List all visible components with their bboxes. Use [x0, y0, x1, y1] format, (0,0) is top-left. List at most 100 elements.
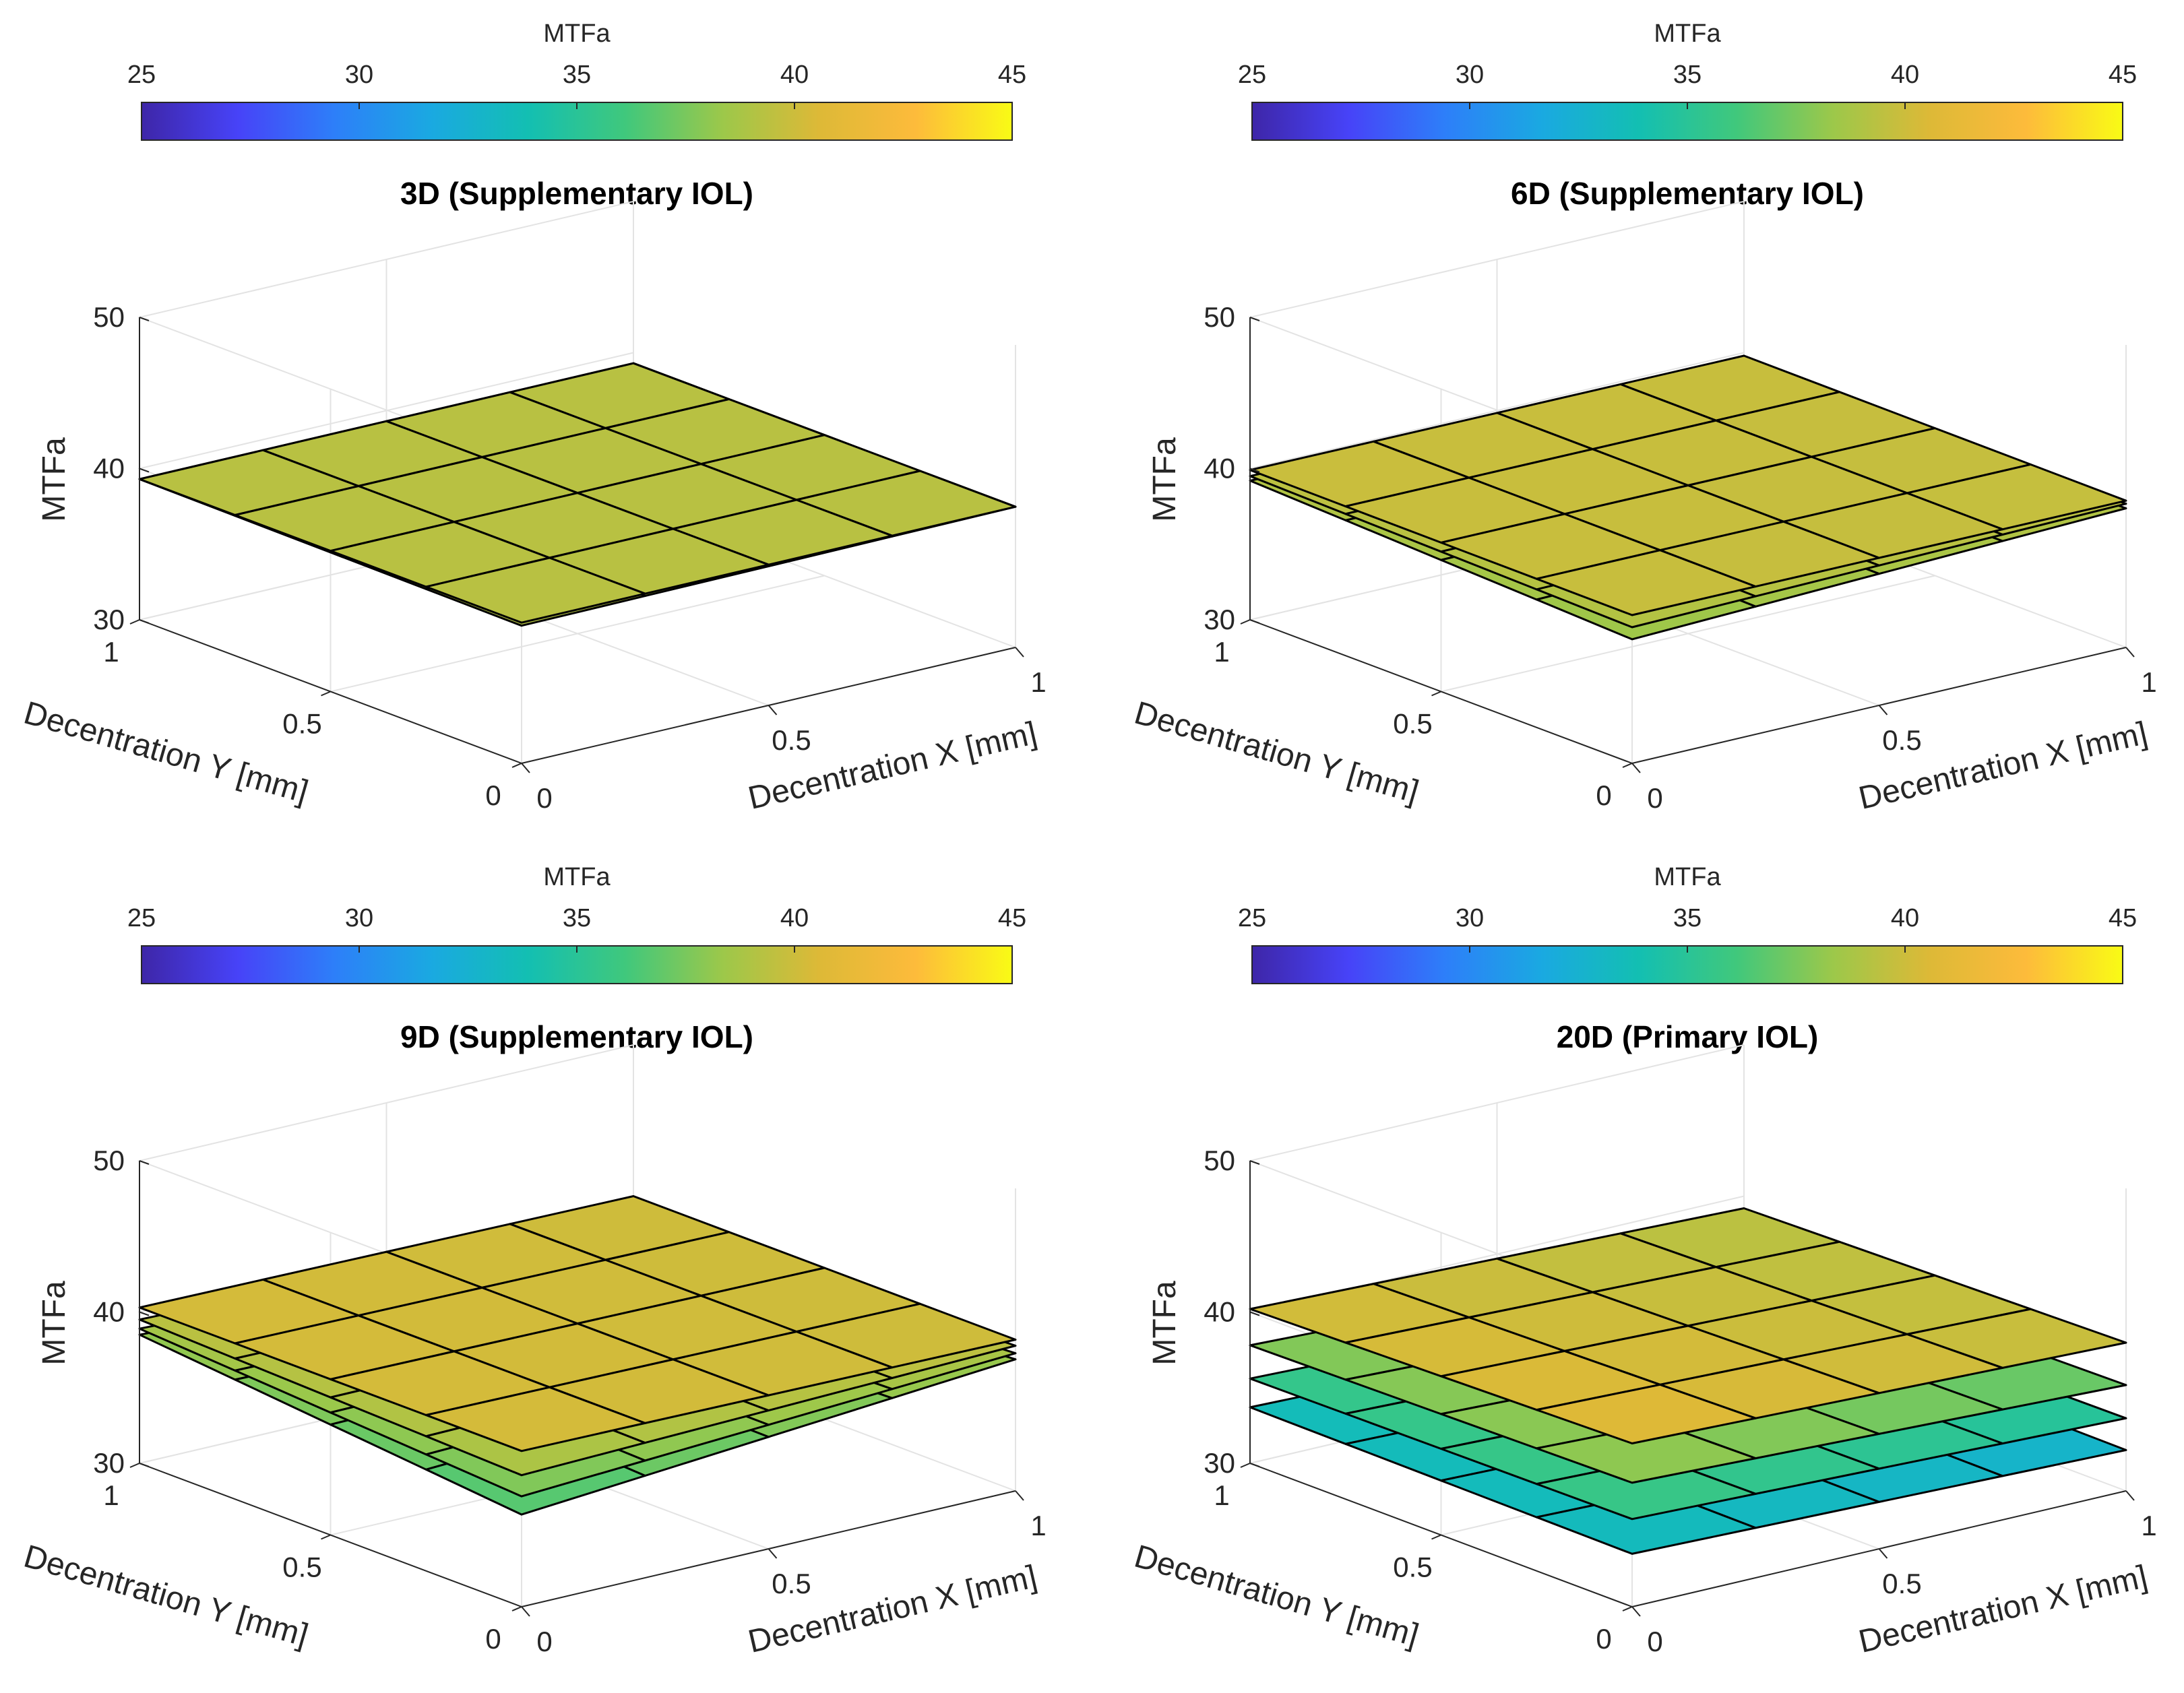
colorbar-tick-label: 30	[345, 61, 373, 89]
colorbar-tick-label: 25	[1238, 904, 1266, 932]
colorbar-tick-label: 25	[127, 61, 156, 89]
colorbar: MTFa 25 30 35 40 45	[1238, 20, 2137, 141]
chart-panel-4: MTFa 25 30 35 40 45 20D (Primary IOL) 30 40 50 0 0.…	[1111, 843, 2184, 1690]
y-tick	[1431, 1534, 1441, 1540]
y-tick	[129, 1463, 140, 1468]
surface-series-1	[1249, 1207, 2127, 1444]
z-tick-label: 40	[1204, 1296, 1235, 1328]
colorbar-tick-label: 45	[998, 904, 1026, 932]
x-tick	[1878, 705, 1888, 715]
y-tick-label: 1	[1214, 636, 1229, 668]
colorbar: MTFa 25 30 35 40 45	[1238, 863, 2137, 984]
z-tick	[1249, 1160, 1260, 1165]
colorbar-tick-label: 25	[127, 904, 156, 932]
colorbar-tick-label: 40	[1891, 61, 1919, 89]
colorbar-tick-label: 35	[1673, 904, 1702, 932]
colorbar-tick-label: 35	[1673, 61, 1702, 89]
colorbar-tick-label: 35	[563, 61, 591, 89]
z-tick	[139, 1311, 150, 1316]
colorbar-tick-label: 30	[1456, 61, 1484, 89]
z-tick-label: 50	[93, 301, 125, 333]
colorbar: MTFa 25 30 35 40 45	[127, 20, 1026, 141]
y-tick	[321, 1534, 331, 1540]
x-tick-label: 0.5	[1882, 724, 1921, 756]
z-tick	[139, 468, 150, 473]
z-tick	[139, 1160, 150, 1165]
y-tick	[1622, 1606, 1633, 1611]
y-tick-label: 0.5	[282, 1552, 321, 1583]
z-tick-label: 30	[1204, 1447, 1235, 1479]
x-tick	[1631, 763, 1641, 773]
grid-line	[330, 575, 825, 693]
x-tick-label: 0.5	[772, 1568, 811, 1599]
colorbar-tick-label: 40	[780, 904, 809, 932]
y-tick-label: 0	[485, 1623, 501, 1655]
z-axis-label: MTFa	[1147, 437, 1183, 522]
colorbar-label: MTFa	[543, 863, 611, 891]
x-tick	[768, 1548, 778, 1559]
colorbar-tick-label: 45	[2109, 61, 2137, 89]
surface-series-1	[138, 362, 1017, 624]
x-tick	[1631, 1606, 1641, 1617]
y-tick	[1240, 619, 1251, 625]
colorbar-tick-label: 35	[563, 904, 591, 932]
y-axis-label: Decentration Y [mm]	[20, 695, 312, 810]
x-tick	[2125, 1490, 2135, 1501]
colorbar-label: MTFa	[1654, 863, 1721, 891]
z-tick-label: 50	[93, 1145, 125, 1176]
z-tick	[139, 619, 150, 624]
x-tick	[1015, 1490, 1024, 1501]
x-tick-label: 0.5	[772, 724, 811, 756]
x-tick-label: 0	[536, 782, 552, 814]
colorbar-tick-label: 40	[1891, 904, 1919, 932]
chart-title: 9D (Supplementary IOL)	[400, 1019, 753, 1054]
y-tick	[129, 619, 140, 625]
colorbar-tick-label: 45	[2109, 904, 2137, 932]
z-tick-label: 30	[93, 604, 125, 635]
chart-title: 6D (Supplementary IOL)	[1511, 176, 1864, 211]
x-tick-label: 0.5	[1882, 1568, 1921, 1599]
colorbar-tick-label: 45	[998, 61, 1026, 89]
x-tick-label: 0	[536, 1626, 552, 1657]
y-tick	[321, 691, 331, 697]
z-tick-label: 30	[93, 1447, 125, 1479]
z-tick-label: 40	[93, 453, 125, 484]
chart-title: 20D (Primary IOL)	[1557, 1019, 1819, 1054]
surface-series-1	[1249, 354, 2127, 616]
colorbar-tick-label: 40	[780, 61, 809, 89]
z-tick	[1249, 619, 1260, 624]
chart-panel-2: MTFa 25 30 35 40 45 6D (Supplementary IOL) 30 40…	[1111, 0, 2184, 846]
y-tick-label: 1	[103, 1479, 119, 1511]
z-tick	[1249, 1463, 1260, 1467]
surface-plot: MTFa 25 30 35 40 45 6D (Supplementary IOL) 30 40…	[1131, 20, 2157, 817]
z-tick-label: 50	[1204, 1145, 1235, 1176]
y-tick-label: 0.5	[1393, 1552, 1432, 1583]
colorbar-tick-label: 25	[1238, 61, 1266, 89]
surface-plot: MTFa 25 30 35 40 45 20D (Primary IOL) 30 40 50 0 0.…	[1131, 863, 2157, 1660]
x-tick	[521, 763, 530, 773]
colorbar-label: MTFa	[543, 20, 611, 48]
x-tick-label: 1	[2141, 666, 2156, 698]
y-tick	[511, 763, 522, 768]
y-axis-label: Decentration Y [mm]	[1131, 695, 1423, 810]
z-tick	[139, 317, 150, 321]
y-tick	[1240, 1463, 1251, 1468]
x-tick	[521, 1606, 530, 1617]
y-tick-label: 1	[103, 636, 119, 668]
y-tick-label: 0	[1596, 779, 1611, 811]
x-tick-label: 1	[2141, 1510, 2156, 1541]
z-tick	[1249, 1311, 1260, 1316]
y-tick	[511, 1606, 522, 1611]
z-axis-label: MTFa	[1147, 1281, 1183, 1366]
y-axis-label: Decentration Y [mm]	[20, 1539, 312, 1654]
y-axis-label: Decentration Y [mm]	[1131, 1539, 1423, 1654]
y-tick	[1431, 691, 1441, 697]
z-tick-label: 40	[1204, 453, 1235, 484]
y-tick-label: 0	[1596, 1623, 1611, 1655]
x-tick	[1878, 1548, 1888, 1559]
z-axis-label: MTFa	[36, 1281, 72, 1366]
surface-plot: MTFa 25 30 35 40 45 3D (Supplementary IOL) 30 40…	[20, 20, 1047, 817]
x-tick	[2125, 647, 2135, 658]
z-tick	[1249, 468, 1260, 473]
